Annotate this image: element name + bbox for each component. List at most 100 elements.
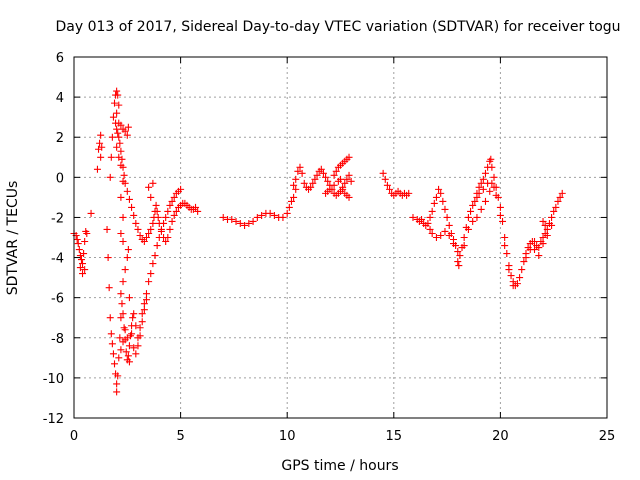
data-point xyxy=(118,300,126,308)
data-point xyxy=(98,143,106,151)
data-point xyxy=(469,217,477,225)
data-point xyxy=(155,219,163,227)
data-point xyxy=(347,177,355,185)
data-point xyxy=(522,254,530,262)
data-point xyxy=(81,266,89,274)
data-point xyxy=(105,284,113,292)
data-point xyxy=(486,187,494,195)
data-point xyxy=(108,133,116,141)
data-point xyxy=(245,219,253,227)
data-point xyxy=(132,350,140,358)
data-point xyxy=(194,207,202,215)
y-tick-label: -12 xyxy=(43,412,64,427)
data-point xyxy=(116,139,124,147)
data-point xyxy=(140,300,148,308)
data-point xyxy=(142,296,150,304)
data-point xyxy=(505,266,513,274)
data-point xyxy=(123,187,131,195)
data-point xyxy=(120,171,128,179)
data-point xyxy=(337,175,344,183)
data-point xyxy=(113,109,121,117)
data-point xyxy=(454,258,462,266)
data-point xyxy=(298,169,306,177)
y-axis-label: SDTVAR / TECUs xyxy=(5,181,21,296)
data-point xyxy=(283,209,291,217)
data-point xyxy=(292,185,300,193)
data-point xyxy=(97,153,105,161)
y-tick-label: -6 xyxy=(51,292,64,307)
data-point xyxy=(290,181,298,189)
data-point xyxy=(487,155,495,163)
data-point xyxy=(162,213,170,221)
data-point xyxy=(437,189,445,197)
data-point xyxy=(145,183,153,191)
data-point xyxy=(130,310,138,318)
data-point xyxy=(454,248,462,256)
data-point xyxy=(149,179,157,187)
data-point xyxy=(330,181,338,189)
data-point xyxy=(125,294,133,302)
data-point xyxy=(554,197,562,205)
data-point xyxy=(307,183,315,191)
data-point xyxy=(136,324,144,332)
data-point xyxy=(477,205,485,213)
data-point xyxy=(479,185,487,193)
data-point xyxy=(290,193,298,201)
data-point xyxy=(484,179,492,187)
data-point xyxy=(556,193,564,201)
data-point xyxy=(113,143,121,151)
data-point xyxy=(117,147,125,155)
data-point xyxy=(97,131,105,139)
data-point xyxy=(507,272,515,280)
data-point xyxy=(132,322,140,330)
data-point xyxy=(125,358,133,366)
data-point xyxy=(513,280,521,288)
data-point xyxy=(467,207,475,215)
data-point xyxy=(115,133,123,141)
data-point xyxy=(535,244,543,252)
plot-frame xyxy=(73,56,608,419)
data-point xyxy=(79,260,87,268)
data-point xyxy=(117,290,125,298)
data-point xyxy=(449,240,457,248)
data-point xyxy=(473,213,481,221)
data-point xyxy=(164,234,172,241)
data-point xyxy=(496,203,504,211)
data-point xyxy=(104,254,112,262)
data-point xyxy=(341,179,349,187)
data-point xyxy=(249,217,257,225)
x-tick-label: 10 xyxy=(279,429,296,444)
data-point xyxy=(117,121,125,129)
data-point xyxy=(432,193,440,201)
data-point xyxy=(115,354,123,362)
data-point xyxy=(253,213,261,221)
data-point xyxy=(168,197,176,205)
data-point xyxy=(117,346,125,354)
data-point xyxy=(140,306,148,314)
data-point xyxy=(117,193,125,201)
data-point xyxy=(111,99,119,107)
data-point xyxy=(317,165,325,173)
data-point xyxy=(106,173,114,181)
data-point xyxy=(294,167,302,175)
data-point xyxy=(114,129,122,137)
data-point xyxy=(543,231,551,239)
data-point xyxy=(258,211,266,219)
data-point xyxy=(124,123,132,131)
data-point xyxy=(469,201,477,209)
data-point xyxy=(134,342,142,350)
data-point xyxy=(164,207,172,215)
data-point xyxy=(516,274,524,282)
data-point xyxy=(153,207,161,215)
data-point xyxy=(300,179,308,187)
data-point xyxy=(518,266,526,274)
data-point xyxy=(140,238,148,246)
data-point xyxy=(87,209,95,217)
data-point xyxy=(488,163,496,171)
x-tick-label: 25 xyxy=(599,429,616,444)
data-point xyxy=(113,388,121,396)
data-point xyxy=(153,242,161,250)
data-point xyxy=(124,352,132,360)
y-tick-label: -4 xyxy=(51,252,64,267)
